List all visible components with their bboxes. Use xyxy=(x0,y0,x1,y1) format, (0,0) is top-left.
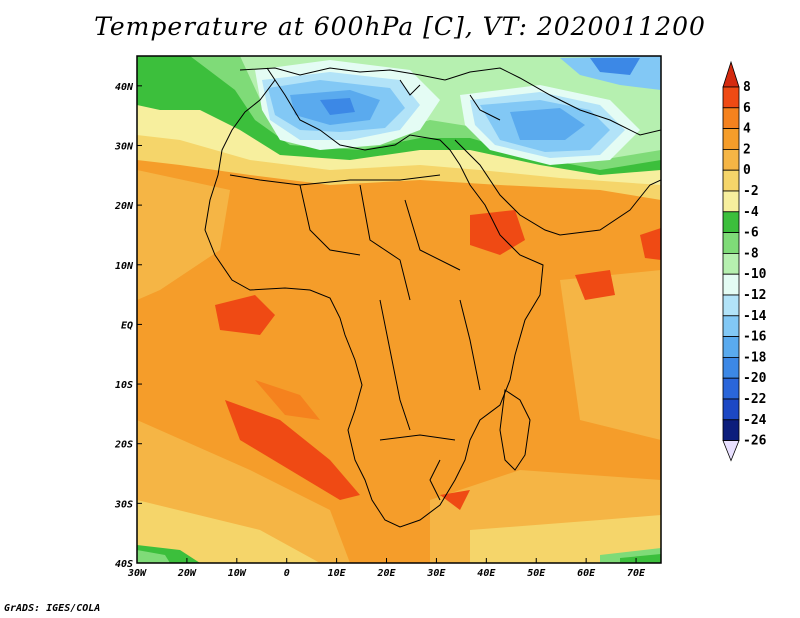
colorbar-label: -8 xyxy=(743,246,759,261)
colorbar-segment xyxy=(722,336,740,358)
colorbar-bottom-arrow xyxy=(722,440,740,462)
colorbar-label: -14 xyxy=(743,309,767,324)
colorbar-segment xyxy=(722,377,740,400)
y-tick-label: 20S xyxy=(114,440,133,451)
colorbar-segment xyxy=(722,315,740,337)
coastlines xyxy=(204,67,661,528)
x-tick-label: 50E xyxy=(527,568,546,579)
colorbar-segment xyxy=(722,211,740,234)
x-tick-label: 60E xyxy=(577,568,596,579)
colorbar-segment xyxy=(722,169,740,192)
x-tick-label: 30E xyxy=(426,568,446,579)
colorbar-segment xyxy=(722,128,740,150)
colorbar-label: 2 xyxy=(743,142,751,157)
x-tick-label: 20E xyxy=(376,568,396,579)
colorbar-label: 0 xyxy=(743,163,751,178)
footer-credit: GrADS: IGES/COLA xyxy=(4,603,101,614)
x-tick-label: 30W xyxy=(127,568,147,579)
colorbar-label: 8 xyxy=(743,80,751,95)
map-frame xyxy=(136,55,662,564)
colorbar-label: -24 xyxy=(743,413,767,428)
colorbar-label: -18 xyxy=(743,350,767,365)
map-title: Temperature at 600hPa [C], VT: 202001120… xyxy=(94,12,706,41)
colorbar-label: -12 xyxy=(743,288,766,303)
colorbar-label: -6 xyxy=(743,226,759,241)
y-tick-label: 30N xyxy=(114,141,134,152)
colorbar-segment xyxy=(722,107,740,130)
colorbar-segment xyxy=(722,190,740,213)
x-tick-label: 70E xyxy=(627,568,646,579)
colorbar-segment xyxy=(722,398,740,421)
colorbar-segment xyxy=(722,294,740,317)
y-axis-ticks: 40N 30N 20N 10N EQ 10S 20S 30S 40S xyxy=(114,82,142,570)
colorbar-segment xyxy=(722,232,740,254)
colorbar-top-arrow xyxy=(722,60,740,88)
colorbar-segment xyxy=(722,273,740,296)
colorbar-label: -22 xyxy=(743,392,766,407)
colorbar-label: -10 xyxy=(743,267,767,282)
x-tick-label: 40E xyxy=(477,568,496,579)
colorbar-segment xyxy=(722,86,740,109)
colorbar-label: -4 xyxy=(743,205,759,220)
temperature-field xyxy=(137,56,661,563)
y-tick-label: 30S xyxy=(114,499,133,510)
y-tick-label: 40N xyxy=(115,82,134,93)
y-tick-label: 20N xyxy=(114,201,134,212)
colorbar-segment xyxy=(722,356,740,379)
x-tick-label: 20W xyxy=(177,568,197,579)
x-tick-label: 10E xyxy=(328,568,347,579)
colorbar-label: -26 xyxy=(743,434,767,449)
x-tick-label: 10W xyxy=(228,568,247,579)
colorbar-segment xyxy=(722,419,740,441)
colorbar-label: -16 xyxy=(743,330,767,345)
colorbar-label: -20 xyxy=(743,371,767,386)
x-axis-ticks: 30W 20W 10W 0 10E 20E 30E 40E 50E 60E 70E xyxy=(127,558,646,579)
colorbar-legend: 8 6 4 2 0 -2 -4 -6 -8 -10 -12 -14 -16 -18 -20 -22 -24 -26 xyxy=(722,60,767,462)
colorbar-segment xyxy=(722,252,740,275)
y-tick-label: 10S xyxy=(115,380,133,391)
y-tick-label: EQ xyxy=(121,320,133,331)
colorbar-segment xyxy=(722,148,740,171)
colorbar-label: 4 xyxy=(743,122,751,137)
colorbar-label: -2 xyxy=(743,184,759,199)
y-tick-label: 40S xyxy=(115,559,133,570)
colorbar-label: 6 xyxy=(743,101,751,116)
y-tick-label: 10N xyxy=(115,261,134,272)
x-tick-label: 0 xyxy=(284,568,290,579)
